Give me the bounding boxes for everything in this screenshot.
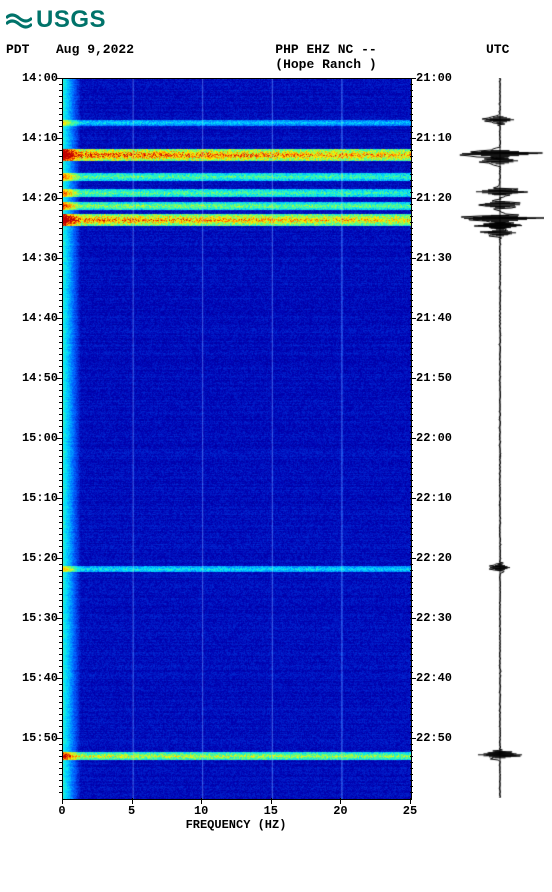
ytick-left: 15:10 <box>6 492 58 504</box>
x-axis-label: FREQUENCY (HZ) <box>62 818 410 832</box>
ytick-left: 14:00 <box>6 72 58 84</box>
ytick-right: 21:10 <box>416 132 452 144</box>
ytick-right: 22:00 <box>416 432 452 444</box>
xtick-label: 25 <box>403 804 417 818</box>
spectrogram-figure: FREQUENCY (HZ) 14:0021:0014:1021:1014:20… <box>6 78 546 848</box>
station-title: PHP EHZ NC -- (Hope Ranch ) <box>166 42 486 72</box>
xtick-label: 5 <box>128 804 135 818</box>
ytick-right: 21:50 <box>416 372 452 384</box>
tz-right-label: UTC <box>486 42 546 72</box>
xtick-label: 20 <box>333 804 347 818</box>
ytick-left: 15:00 <box>6 432 58 444</box>
ytick-left: 14:20 <box>6 192 58 204</box>
ytick-left: 15:40 <box>6 672 58 684</box>
ytick-right: 21:30 <box>416 252 452 264</box>
header-row: PDT Aug 9,2022 PHP EHZ NC -- (Hope Ranch… <box>6 42 546 72</box>
ytick-left: 14:10 <box>6 132 58 144</box>
spectrogram-plot <box>62 78 412 800</box>
xtick-label: 15 <box>264 804 278 818</box>
ytick-left: 15:20 <box>6 552 58 564</box>
ytick-right: 21:20 <box>416 192 452 204</box>
ytick-right: 22:40 <box>416 672 452 684</box>
ytick-right: 21:40 <box>416 312 452 324</box>
usgs-logo: USGS <box>6 6 106 34</box>
ytick-right: 22:30 <box>416 612 452 624</box>
ytick-left: 15:30 <box>6 612 58 624</box>
ytick-left: 14:30 <box>6 252 58 264</box>
tz-left-label: PDT <box>6 42 56 72</box>
ytick-right: 22:50 <box>416 732 452 744</box>
waveform-sidebar <box>456 78 544 798</box>
ytick-right: 21:00 <box>416 72 452 84</box>
ytick-right: 22:10 <box>416 492 452 504</box>
title-line2: (Hope Ranch ) <box>166 57 486 72</box>
usgs-wave-icon <box>6 10 32 30</box>
ytick-left: 14:40 <box>6 312 58 324</box>
ytick-left: 14:50 <box>6 372 58 384</box>
xtick-label: 0 <box>58 804 65 818</box>
title-line1: PHP EHZ NC -- <box>275 42 376 57</box>
date-label: Aug 9,2022 <box>56 42 166 72</box>
ytick-right: 22:20 <box>416 552 452 564</box>
ytick-left: 15:50 <box>6 732 58 744</box>
logo-text: USGS <box>36 6 106 34</box>
xtick-label: 10 <box>194 804 208 818</box>
